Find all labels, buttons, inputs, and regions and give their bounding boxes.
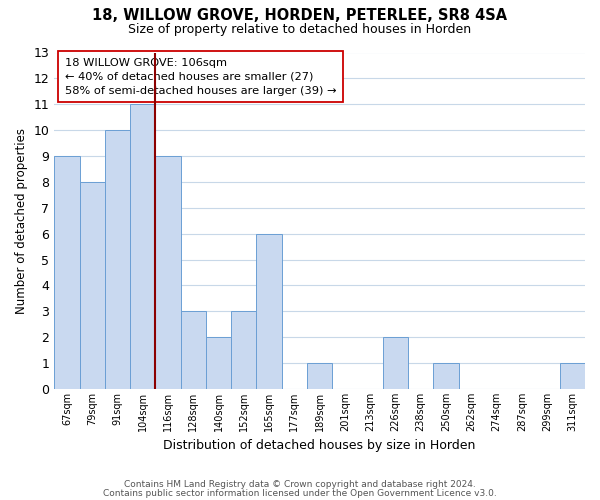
Bar [383,337,408,389]
Text: 18, WILLOW GROVE, HORDEN, PETERLEE, SR8 4SA: 18, WILLOW GROVE, HORDEN, PETERLEE, SR8 … [92,8,508,22]
Bar [80,182,105,389]
Y-axis label: Number of detached properties: Number of detached properties [15,128,28,314]
Text: Size of property relative to detached houses in Horden: Size of property relative to detached ho… [128,22,472,36]
Bar [155,156,181,389]
Text: Contains HM Land Registry data © Crown copyright and database right 2024.: Contains HM Land Registry data © Crown c… [124,480,476,489]
Bar [560,363,585,389]
Bar [307,363,332,389]
Bar [206,337,231,389]
Text: 18 WILLOW GROVE: 106sqm
← 40% of detached houses are smaller (27)
58% of semi-de: 18 WILLOW GROVE: 106sqm ← 40% of detache… [65,58,337,96]
Bar [54,156,80,389]
Text: Contains public sector information licensed under the Open Government Licence v3: Contains public sector information licen… [103,489,497,498]
Bar [256,234,282,389]
Bar [181,312,206,389]
X-axis label: Distribution of detached houses by size in Horden: Distribution of detached houses by size … [163,440,476,452]
Bar [231,312,256,389]
Bar [130,104,155,389]
Bar [433,363,458,389]
Bar [105,130,130,389]
